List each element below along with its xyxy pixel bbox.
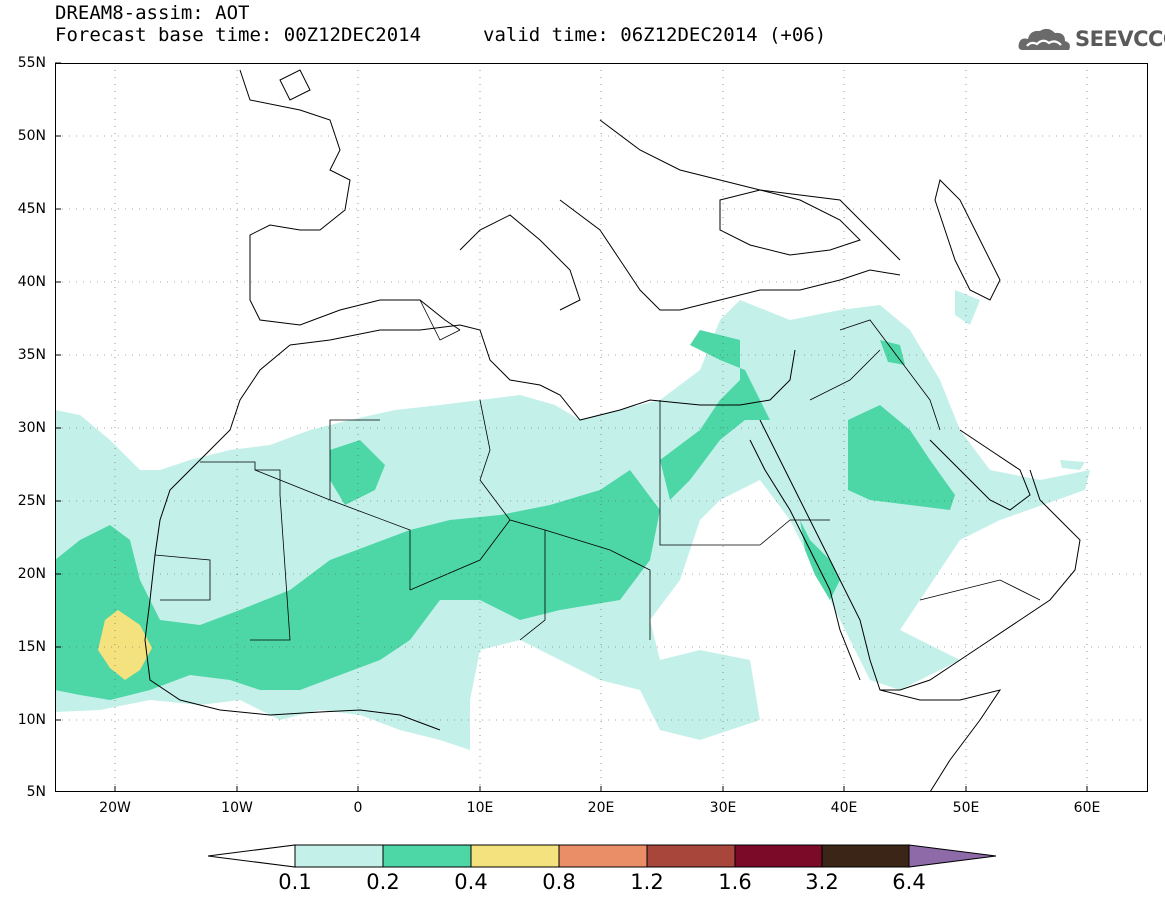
lat-label: 45N [17, 201, 46, 217]
lon-label: 60E [1073, 800, 1101, 816]
lon-label: 10W [221, 800, 253, 816]
colorbar-label: 0.8 [542, 870, 576, 894]
lon-label: 40E [830, 800, 858, 816]
colorbar-swatch-7 [821, 844, 910, 868]
colorbar-swatch-4 [558, 844, 648, 868]
lat-label: 35N [17, 347, 46, 363]
logo-text: SEEVCCC [1075, 27, 1165, 51]
lat-label: 25N [17, 493, 46, 509]
cloud-icon [1018, 28, 1070, 50]
lon-label: 20E [587, 800, 615, 816]
lat-label: 50N [17, 128, 46, 144]
colorbar-swatch-5 [646, 844, 736, 868]
graticule [55, 63, 1148, 792]
lon-label: 0 [353, 800, 363, 816]
lon-label: 50E [952, 800, 980, 816]
map-frame [55, 63, 1148, 792]
forecast-base-time: Forecast base time: 00Z12DEC2014 [55, 24, 422, 46]
valid-time: valid time: 06Z12DEC2014 (+06) [483, 24, 827, 46]
lat-label: 20N [17, 566, 46, 582]
colorbar-label: 1.6 [718, 870, 752, 894]
colorbar-label: 3.2 [805, 870, 839, 894]
colorbar-under-triangle [207, 844, 296, 868]
aot-band-0.2-0.4 [55, 330, 955, 700]
colorbar-over-triangle [908, 844, 997, 868]
colorbar-label: 0.2 [366, 870, 400, 894]
lon-label: 10E [466, 800, 494, 816]
colorbar-swatch-3 [470, 844, 560, 868]
lat-label: 5N [26, 784, 46, 800]
coastlines [144, 69, 1081, 792]
colorbar-label: 6.4 [892, 870, 926, 894]
seevccc-logo: SEEVCCC [1017, 24, 1165, 56]
colorbar-label: 0.4 [454, 870, 488, 894]
lat-label: 40N [17, 274, 46, 290]
colorbar-label: 1.2 [630, 870, 664, 894]
lon-label: 20W [99, 800, 131, 816]
colorbar-label: 0.1 [278, 870, 312, 894]
lat-label: 10N [17, 712, 46, 728]
colorbar [207, 844, 997, 868]
colorbar-swatch-1 [294, 844, 384, 868]
map-title: DREAM8-assim: AOT [55, 2, 250, 24]
colorbar-swatch-2 [382, 844, 472, 868]
aot-band-0.4-0.8 [98, 610, 152, 680]
lon-label: 30E [709, 800, 737, 816]
aot-field [55, 63, 1148, 792]
lat-label: 15N [17, 639, 46, 655]
colorbar-swatch-6 [734, 844, 823, 868]
lat-label: 55N [17, 55, 46, 71]
lat-label: 30N [17, 420, 46, 436]
